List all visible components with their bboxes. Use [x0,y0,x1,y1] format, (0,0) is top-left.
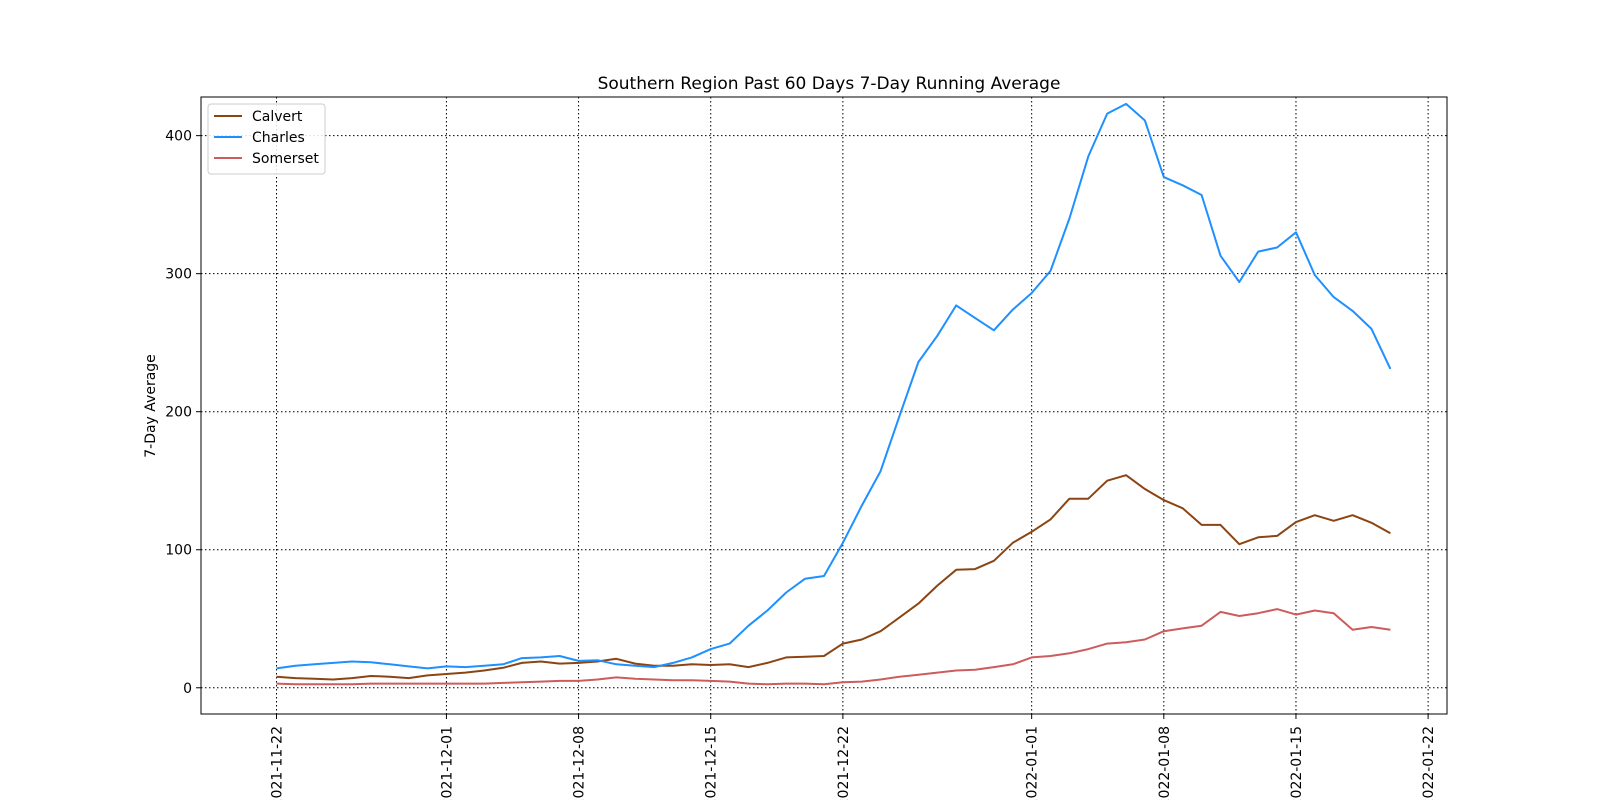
y-tick-label: 300 [165,267,192,283]
axis-ticks: 2021-11-22 2021-12-01 2021-12-08 2021-12-15… [165,129,1437,800]
x-tick-label: 2021-12-15 [704,726,720,800]
x-tick-label: 2021-12-01 [439,726,455,800]
grid-lines [201,97,1447,714]
y-tick-label: 100 [165,543,192,559]
legend-label-charles: Charles [252,130,305,146]
series-line-charles [276,102,1392,670]
x-tick-label: 2021-12-22 [836,726,852,800]
x-tick-label: 2022-01-15 [1289,726,1305,800]
x-tick-label: 2022-01-08 [1157,726,1173,800]
y-tick-label: 400 [165,129,192,145]
x-tick-label: 2021-11-22 [270,726,286,800]
x-tick-label: 2021-12-08 [572,726,588,800]
legend-label-calvert: Calvert [252,109,303,125]
y-tick-label: 0 [183,681,192,697]
series-line-somerset [276,608,1391,686]
y-tick-label: 200 [165,405,192,421]
chart-title: Southern Region Past 60 Days 7-Day Runni… [598,74,1061,94]
y-axis-label: 7-Day Average [143,354,159,458]
x-tick-label: 2022-01-22 [1421,726,1437,800]
x-tick-label: 2022-01-01 [1025,726,1041,800]
series-line-calvert [276,474,1391,681]
plot-area-frame [200,96,1448,715]
legend-label-somerset: Somerset [252,151,319,167]
legend-box [207,103,326,175]
legend: Calvert Charles Somerset [207,103,326,175]
series-lines [276,102,1392,686]
